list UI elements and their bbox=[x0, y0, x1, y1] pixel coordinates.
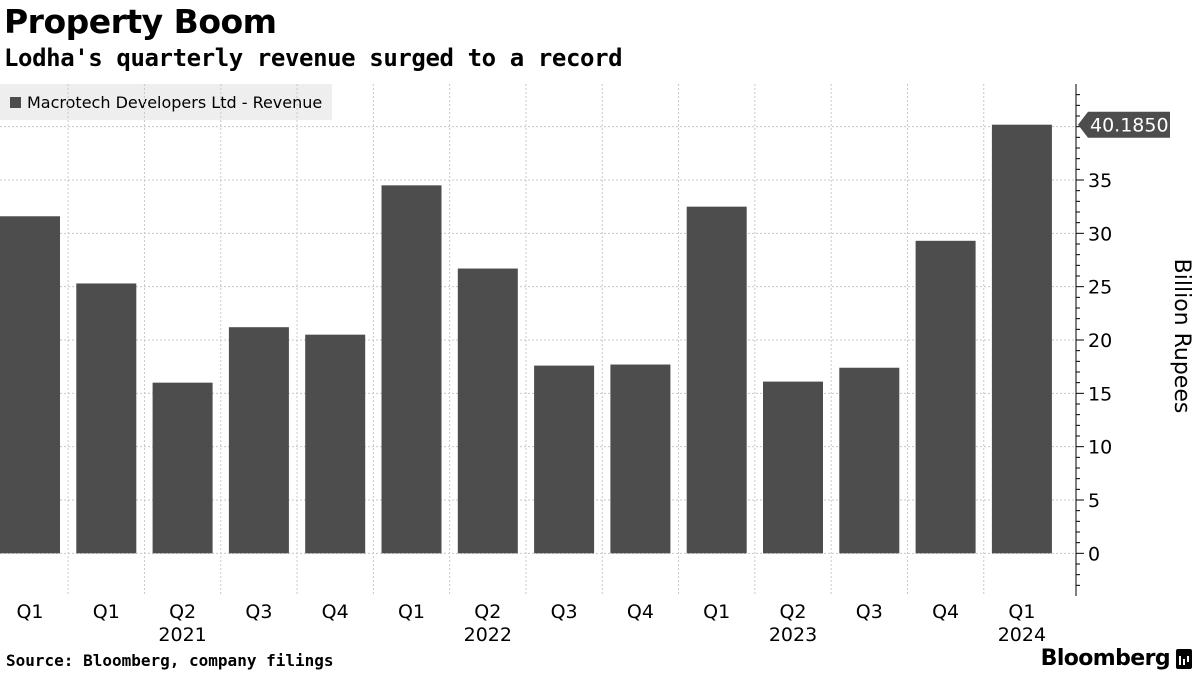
chart-title: Property Boom bbox=[4, 2, 277, 41]
x-tick-label: Q1 bbox=[16, 601, 43, 623]
bar-14 bbox=[991, 124, 1052, 554]
bar-11 bbox=[763, 381, 823, 554]
bar-5 bbox=[305, 334, 366, 554]
y-tick-label: 10 bbox=[1088, 437, 1112, 459]
y-tick-label: 0 bbox=[1088, 543, 1100, 565]
bar-7 bbox=[457, 268, 518, 554]
x-tick-label: Q1 bbox=[398, 601, 425, 623]
bar-4 bbox=[228, 327, 289, 554]
x-tick-label: Q4 bbox=[932, 601, 959, 623]
bar-13 bbox=[915, 240, 976, 554]
legend: Macrotech Developers Ltd - Revenue bbox=[0, 84, 333, 120]
chart-logo-icon bbox=[1176, 648, 1192, 669]
legend-label: Macrotech Developers Ltd - Revenue bbox=[27, 92, 323, 112]
brand-name: Bloomberg bbox=[1040, 646, 1171, 671]
legend-swatch bbox=[10, 96, 21, 108]
brand-logo: Bloomberg bbox=[1041, 646, 1192, 671]
chart-subtitle: Lodha's quarterly revenue surged to a re… bbox=[4, 44, 623, 72]
x-tick-label: Q3 bbox=[245, 601, 272, 623]
bar-2 bbox=[76, 283, 137, 554]
y-tick-label: 15 bbox=[1088, 383, 1112, 405]
x-tick-label: Q1 bbox=[1008, 601, 1035, 623]
y-tick-label: 5 bbox=[1088, 490, 1100, 512]
x-year-label: 2022 bbox=[464, 624, 512, 646]
x-year-label: 2021 bbox=[158, 624, 206, 646]
x-tick-label: Q1 bbox=[93, 601, 120, 623]
bar-1 bbox=[0, 216, 60, 554]
y-tick-label: 25 bbox=[1088, 277, 1112, 299]
x-tick-label: Q1 bbox=[703, 601, 730, 623]
x-tick-label: Q2 bbox=[779, 601, 806, 623]
x-tick-label: Q2 bbox=[474, 601, 501, 623]
source-note: Source: Bloomberg, company filings bbox=[6, 651, 334, 670]
y-tick-label: 30 bbox=[1088, 223, 1112, 245]
x-tick-label: Q3 bbox=[551, 601, 578, 623]
bar-8 bbox=[534, 365, 595, 554]
x-tick-label: Q2 bbox=[169, 601, 196, 623]
last-value-label: 40.1850 bbox=[1090, 115, 1169, 137]
y-tick-label: 20 bbox=[1088, 330, 1112, 352]
bar-6 bbox=[381, 185, 442, 554]
bar-12 bbox=[839, 367, 900, 554]
x-tick-label: Q3 bbox=[856, 601, 883, 623]
bar-3 bbox=[152, 382, 213, 554]
x-year-label: 2024 bbox=[998, 624, 1046, 646]
x-tick-label: Q4 bbox=[322, 601, 349, 623]
x-tick-label: Q4 bbox=[627, 601, 654, 623]
bar-10 bbox=[686, 206, 747, 554]
last-value-callout bbox=[1078, 111, 1170, 138]
y-tick-label: 35 bbox=[1088, 170, 1112, 192]
y-axis-label: Billion Rupees bbox=[1169, 259, 1194, 414]
bar-9 bbox=[610, 364, 671, 554]
x-year-label: 2023 bbox=[769, 624, 817, 646]
